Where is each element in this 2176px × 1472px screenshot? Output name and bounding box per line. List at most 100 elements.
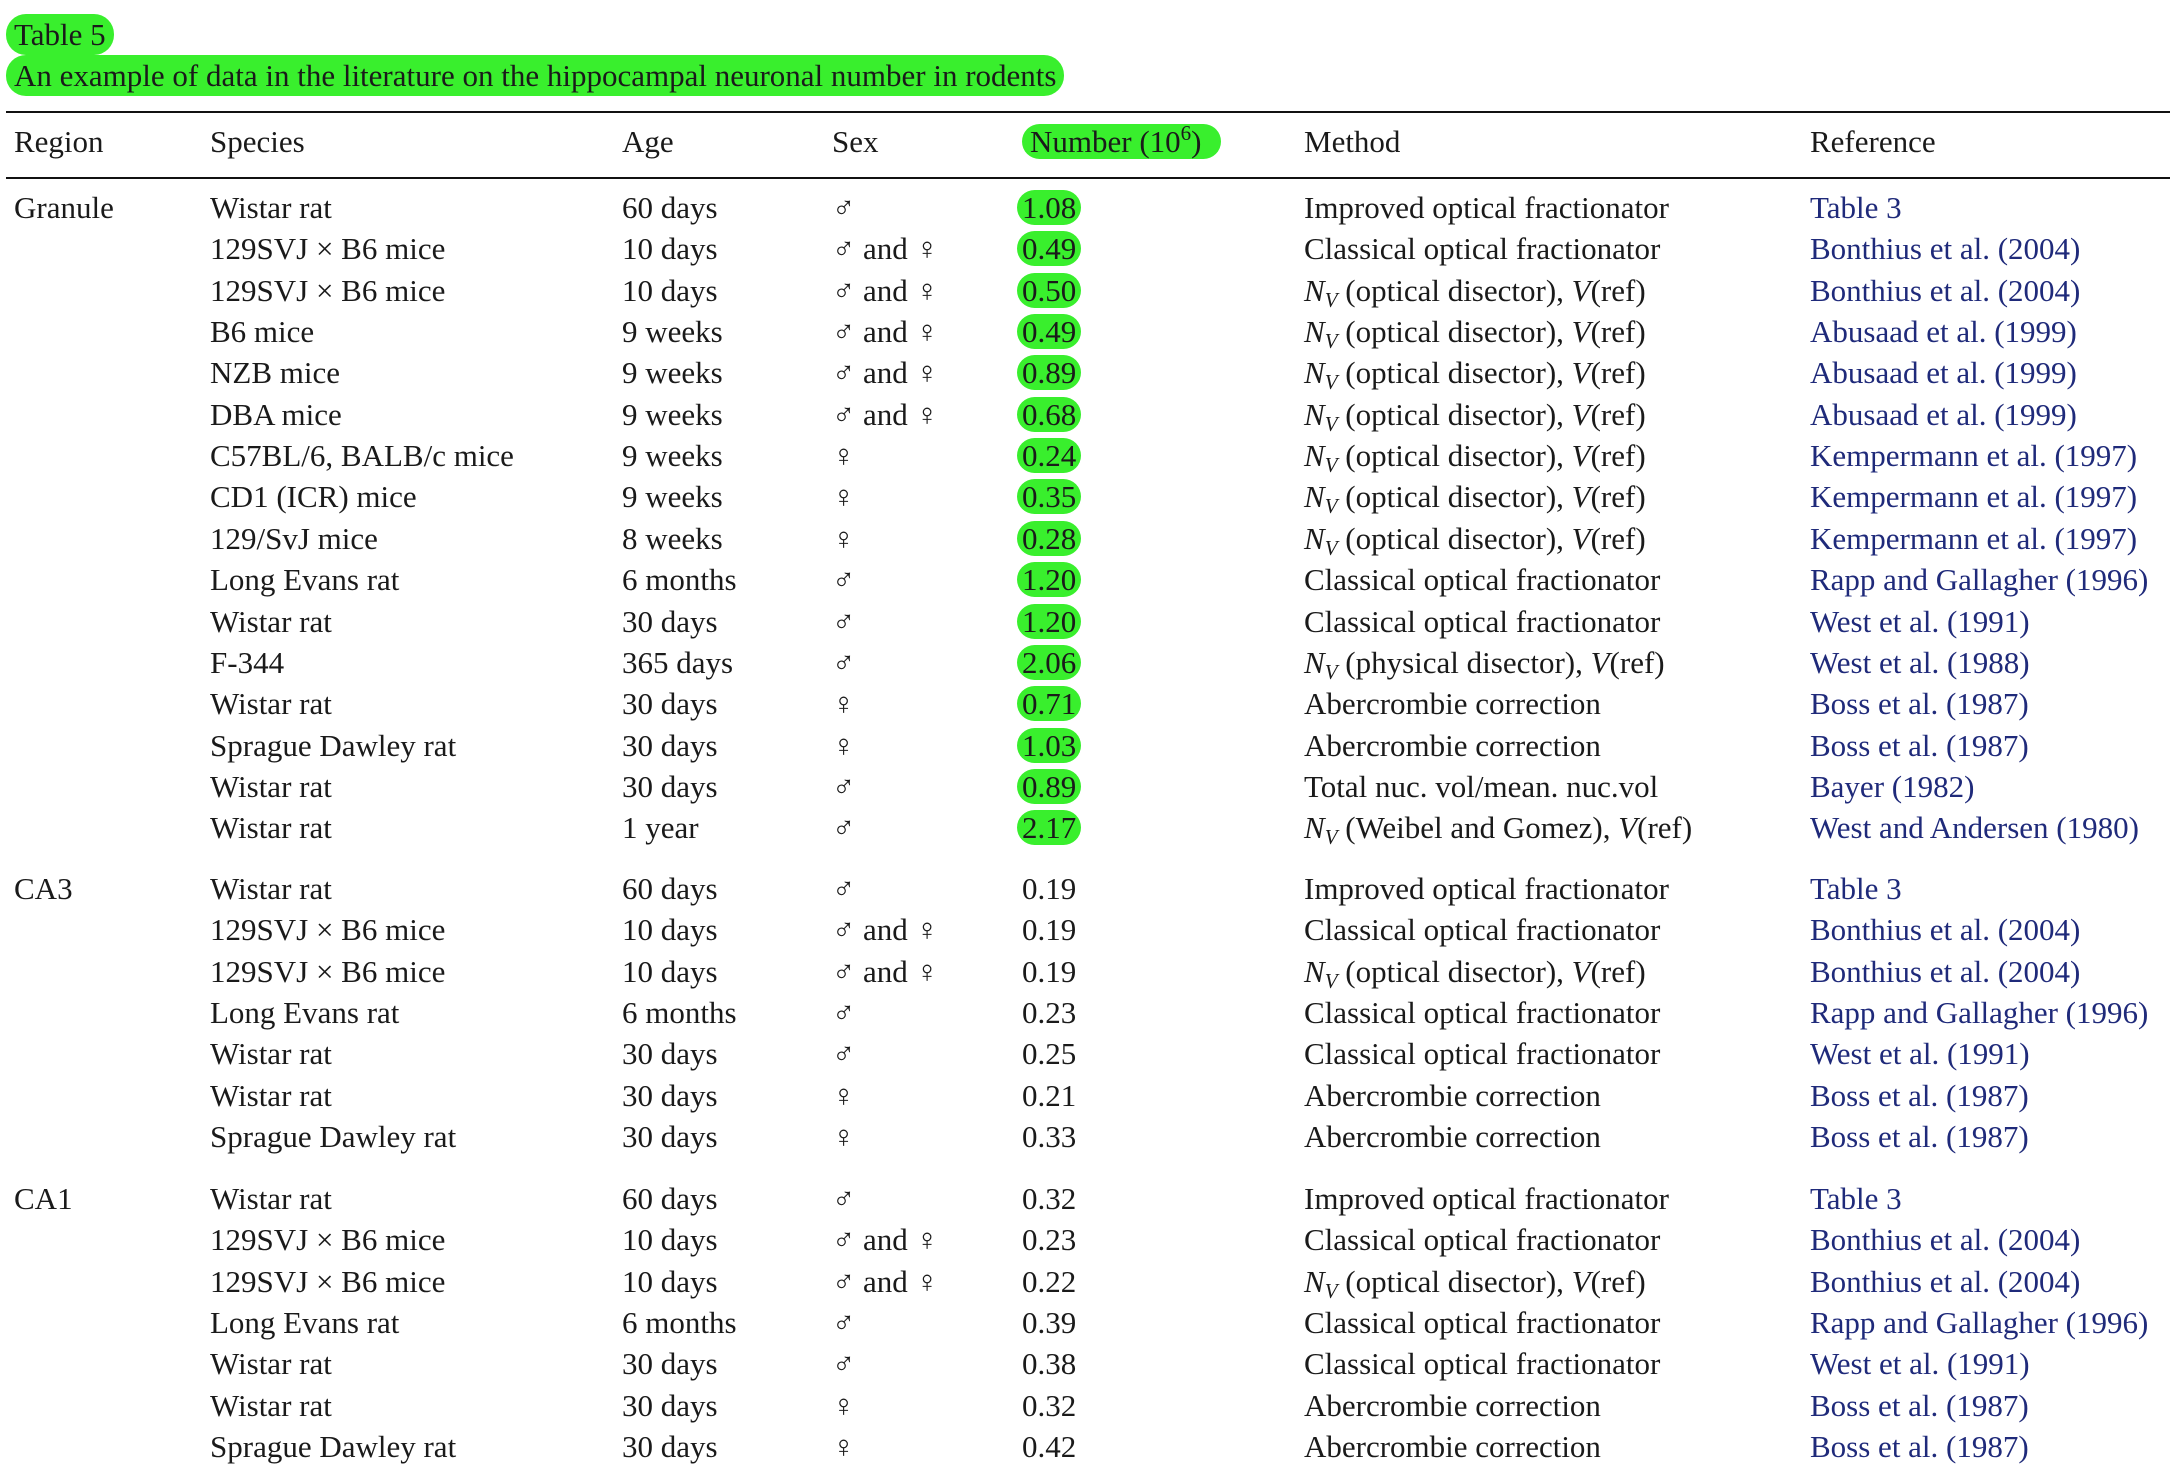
number-cell: 0.38: [1022, 1346, 1076, 1382]
method-volume-symbol: V: [1618, 810, 1638, 846]
number-cell: 0.89: [1017, 768, 1082, 805]
reference-link[interactable]: Table 3: [1810, 1181, 1902, 1216]
reference-link[interactable]: Bonthius et al. (2004): [1810, 1263, 2081, 1299]
age-cell: 6 months: [622, 562, 737, 598]
method-text: (optical disector),: [1337, 1263, 1572, 1299]
sex-cell: ♂ and ♀: [832, 1222, 939, 1258]
method-symbol: N: [1304, 272, 1325, 308]
reference-link[interactable]: Boss et al. (1987): [1810, 686, 2029, 722]
species-cell: Sprague Dawley rat: [210, 1119, 457, 1155]
number-cell: 1.20: [1017, 603, 1082, 640]
method-symbol: N: [1304, 479, 1325, 515]
header-number: Number (106): [1022, 121, 1222, 160]
number-value: 0.19: [1022, 953, 1077, 989]
method-tail: (ref): [1590, 953, 1646, 989]
age-cell: 9 weeks: [622, 314, 723, 350]
reference-link[interactable]: Abusaad et al. (1999): [1810, 355, 2077, 391]
reference-link[interactable]: Abusaad et al. (1999): [1810, 314, 2077, 350]
species-cell: C57BL/6, BALB/c mice: [210, 438, 514, 474]
age-cell: 6 months: [622, 1305, 737, 1341]
reference-link[interactable]: West et al. (1991): [1810, 1346, 2030, 1382]
method-text: (optical disector),: [1337, 953, 1572, 989]
sex-cell: ♀: [832, 520, 856, 556]
method-subscript: V: [1325, 1279, 1338, 1303]
sex-cell: ♀: [832, 686, 856, 722]
reference-link[interactable]: Table 3: [1810, 871, 1902, 906]
age-cell: 10 days: [622, 1263, 718, 1299]
method-cell: Classical optical fractionator: [1304, 231, 1661, 267]
method-subscript-letter: V: [1324, 494, 1338, 519]
reference-link[interactable]: Bonthius et al. (2004): [1810, 953, 2081, 989]
reference-link[interactable]: Bonthius et al. (2004): [1810, 231, 2081, 267]
reference-link[interactable]: Bonthius et al. (2004): [1810, 272, 2081, 308]
reference-link[interactable]: Boss et al. (1987): [1810, 1077, 2029, 1113]
reference-link[interactable]: Boss et al. (1987): [1810, 1119, 2029, 1155]
method-volume-symbol: V: [1571, 953, 1591, 989]
species-cell: Wistar rat: [210, 603, 332, 639]
sex-cell: ♂ and ♀: [832, 272, 939, 308]
method-subscript: V: [1325, 329, 1338, 353]
number-cell: 0.22: [1022, 1264, 1076, 1300]
number-cell: 0.35: [1017, 479, 1082, 515]
method-cell: Classical optical fractionator: [1304, 1222, 1661, 1258]
reference-link[interactable]: West and Andersen (1980): [1810, 810, 2139, 846]
number-value: 1.20: [1017, 603, 1082, 639]
method-cell: Abercrombie correction: [1304, 1119, 1601, 1155]
reference-link[interactable]: Kempermann et al. (1997): [1810, 479, 2138, 515]
species-cell: Sprague Dawley rat: [210, 727, 457, 763]
method-cell: Improved optical fractionator: [1304, 871, 1669, 906]
method-subscript: V: [1325, 969, 1338, 993]
reference-link[interactable]: Bonthius et al. (2004): [1810, 1222, 2081, 1258]
reference-link[interactable]: Rapp and Gallagher (1996): [1810, 1305, 2149, 1341]
reference-link[interactable]: Boss et al. (1987): [1810, 727, 2029, 763]
number-cell: 0.23: [1022, 995, 1076, 1031]
method-symbol: N: [1304, 953, 1325, 989]
reference-link[interactable]: Bayer (1982): [1810, 768, 1975, 804]
region-label: CA1: [14, 1181, 73, 1216]
age-cell: 10 days: [622, 231, 718, 267]
species-cell: Wistar rat: [210, 686, 332, 722]
method-subscript: V: [1325, 370, 1338, 394]
age-cell: 6 months: [622, 995, 737, 1031]
number-value: 0.32: [1022, 1387, 1077, 1423]
reference-link[interactable]: Boss et al. (1987): [1810, 1429, 2029, 1465]
method-symbol: N: [1304, 810, 1325, 846]
reference-link[interactable]: West et al. (1991): [1810, 1036, 2030, 1072]
sex-cell: ♂: [832, 562, 856, 598]
number-value: 2.06: [1017, 644, 1082, 680]
number-cell: 0.28: [1017, 520, 1082, 557]
number-cell: 0.19: [1022, 912, 1076, 948]
method-subscript: V: [1325, 660, 1338, 684]
method-cell: Classical optical fractionator: [1304, 912, 1661, 948]
header-sex: Sex: [832, 124, 879, 159]
reference-link[interactable]: Rapp and Gallagher (1996): [1810, 995, 2149, 1031]
reference-link[interactable]: Table 3: [1810, 190, 1902, 225]
reference-link[interactable]: Kempermann et al. (1997): [1810, 520, 2138, 556]
sex-cell: ♀: [832, 479, 856, 515]
method-tail: (ref): [1590, 1263, 1646, 1299]
method-symbol: N: [1304, 1263, 1325, 1299]
reference-link[interactable]: Rapp and Gallagher (1996): [1810, 562, 2149, 598]
sex-cell: ♂: [832, 810, 856, 846]
number-value: 2.17: [1017, 810, 1082, 846]
reference-link[interactable]: Abusaad et al. (1999): [1810, 396, 2077, 432]
reference-link[interactable]: Bonthius et al. (2004): [1810, 912, 2081, 948]
header-number-exponent: 6: [1180, 121, 1192, 145]
method-volume-symbol: V: [1590, 644, 1610, 680]
reference-link[interactable]: Boss et al. (1987): [1810, 1387, 2029, 1423]
number-value: 0.39: [1022, 1305, 1077, 1341]
number-value: 0.42: [1022, 1429, 1077, 1465]
reference-link[interactable]: Kempermann et al. (1997): [1810, 438, 2138, 474]
reference-link[interactable]: West et al. (1988): [1810, 644, 2030, 680]
method-cell: NV (optical disector), V(ref): [1304, 397, 1646, 435]
sex-cell: ♂: [832, 871, 856, 906]
reference-link[interactable]: West et al. (1991): [1810, 603, 2030, 639]
method-symbol: N: [1304, 314, 1325, 350]
number-value: 0.23: [1022, 1222, 1077, 1258]
species-cell: 129SVJ × B6 mice: [210, 953, 446, 989]
method-tail: (ref): [1590, 355, 1646, 391]
number-cell: 2.06: [1017, 644, 1082, 681]
method-tail: (ref): [1590, 272, 1646, 308]
number-value: 1.08: [1017, 190, 1082, 225]
sex-cell: ♂: [832, 1036, 856, 1072]
